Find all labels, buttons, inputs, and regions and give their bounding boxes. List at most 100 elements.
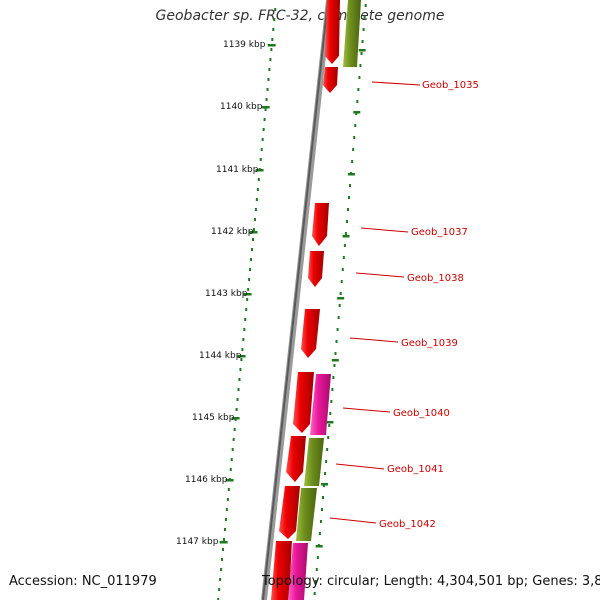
outer-dot [345,220,348,223]
outer-dot [329,412,332,415]
outer-tick [337,297,345,300]
gene-feature[interactable] [343,0,361,67]
gene-label-geob-1037[interactable]: Geob_1037 [411,227,468,238]
scale-dot [235,408,238,411]
outer-tick [347,173,355,176]
outer-tick [358,49,366,52]
gene-feature[interactable] [293,372,314,433]
outer-dot [314,580,317,583]
genome-title: Geobacter sp. FRC-32, complete genome [155,8,445,24]
scale-dot [217,598,220,600]
scale-dot [262,128,265,131]
scale-dot [252,228,255,231]
kbp-label: 1141 kbp [216,165,259,175]
gene-feature[interactable] [304,438,324,486]
scale-dot [266,88,269,91]
scale-dot [259,158,262,161]
scale-dot [225,508,228,511]
outer-dot [358,76,361,79]
outer-dot [343,244,346,247]
scale-dot [271,38,274,41]
scale-dot [274,8,277,11]
outer-dot [324,472,327,475]
scale-dot [231,448,234,451]
outer-dot [362,28,365,31]
scale-dot [249,268,252,271]
outer-dot [334,352,337,355]
outer-dot [318,532,321,535]
gene-feature[interactable] [325,0,340,64]
scale-dot [229,468,232,471]
scale-dot [219,578,222,581]
topology-text: Topology: circular; Length: 4,304,501 bp… [262,574,600,589]
scale-dot [226,498,229,501]
gene-label-geob-1035[interactable]: Geob_1035 [422,80,479,91]
gene-label-geob-1041[interactable]: Geob_1041 [387,464,444,475]
gene-label-geob-1038[interactable]: Geob_1038 [407,273,464,284]
scale-dot [227,488,230,491]
outer-dot [327,436,330,439]
outer-dot [356,100,359,103]
outer-dot [357,88,360,91]
scale-major-tick [219,541,228,544]
scale-dot [254,208,257,211]
outer-tick [331,359,339,362]
outer-tick [326,421,334,424]
scale-dot [236,398,239,401]
gene-feature[interactable] [323,67,338,93]
gene-labels[interactable]: Geob_1035 Geob_1037 Geob_1038 Geob_1039 … [379,80,479,530]
outer-dot [363,16,366,19]
scale-dot [243,328,246,331]
gene-feature[interactable] [296,488,317,541]
outer-dot [348,196,351,199]
outer-dot [333,364,336,367]
outer-dot [338,304,341,307]
scale-dot [255,198,258,201]
gene-feature[interactable] [286,436,306,482]
gene-feature[interactable] [312,203,329,246]
outer-dot [336,328,339,331]
outer-dot [361,40,364,43]
outer-dot [337,316,340,319]
outer-dot [328,424,331,427]
outer-dot [353,136,356,139]
gene-feature[interactable] [310,374,331,435]
kbp-label: 1142 kbp [211,227,254,237]
accession-text: Accession: NC_011979 [9,574,157,589]
scale-ticks [217,8,277,600]
scale-dot [268,68,271,71]
scale-dot [248,278,251,281]
outer-dot [313,592,316,595]
gene-feature[interactable] [271,541,292,600]
outer-dot [344,232,347,235]
outer-dot [325,460,328,463]
scale-dot [220,568,223,571]
outer-dot [330,400,333,403]
outer-dot [342,256,345,259]
gene-label-geob-1040[interactable]: Geob_1040 [393,408,450,419]
kbp-label: 1145 kbp [192,413,235,423]
gene-label-geob-1042[interactable]: Geob_1042 [379,519,436,530]
scale-major-tick [255,169,264,172]
outer-guide-dots [313,4,367,595]
kbp-label: 1144 kbp [199,351,242,361]
outer-dot [331,388,334,391]
scale-major-tick [243,293,252,296]
outer-tick [342,235,350,238]
scale-major-tick [249,231,258,234]
kbp-label: 1147 kbp [176,537,219,547]
scale-dot [223,528,226,531]
scale-dot [261,138,264,141]
gene-label-geob-1039[interactable]: Geob_1039 [401,338,458,349]
outer-dot [339,292,342,295]
scale-dot [240,358,243,361]
gene-feature[interactable] [308,251,324,287]
scale-major-tick [231,417,240,420]
gene-feature[interactable] [301,309,320,358]
gene-feature[interactable] [288,543,308,600]
scale-dot [224,518,227,521]
kbp-label: 1139 kbp [223,40,266,50]
gene-track[interactable] [271,0,361,600]
gene-feature[interactable] [279,486,300,539]
